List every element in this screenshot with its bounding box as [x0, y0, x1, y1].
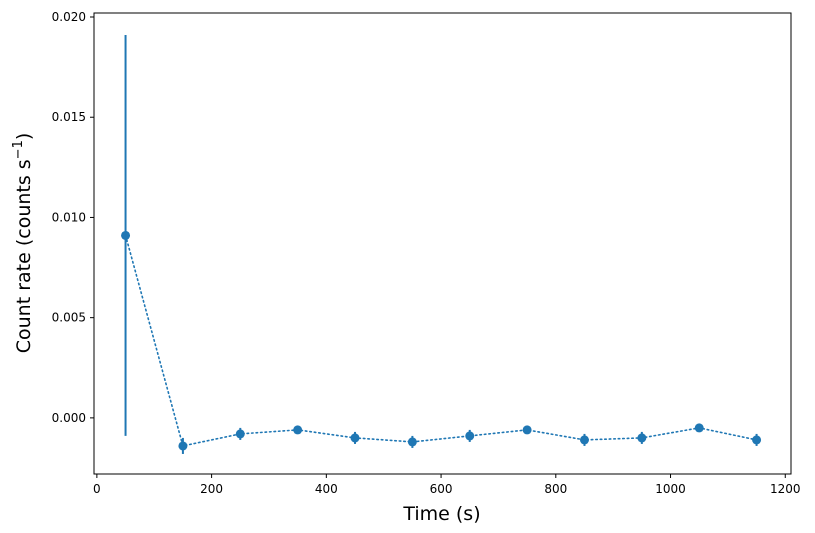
x-tick-label: 1200: [770, 482, 801, 496]
data-point: [407, 437, 417, 447]
data-point: [293, 425, 303, 435]
data-point: [752, 435, 762, 445]
x-axis-ticks: 0 200 400 600 800 1000 1200: [93, 474, 801, 496]
y-tick-label: 0.015: [52, 110, 86, 124]
y-axis-label: Count rate (counts s−1): [11, 133, 35, 354]
y-tick-label: 0.005: [52, 311, 86, 325]
y-tick-label: 0.020: [52, 10, 86, 24]
data-point: [579, 435, 589, 445]
x-tick-label: 800: [544, 482, 567, 496]
data-point: [178, 441, 188, 451]
y-tick-label: 0.000: [52, 411, 86, 425]
y-tick-label: 0.010: [52, 210, 86, 224]
y-axis-label-close: ): [13, 133, 35, 140]
data-point: [637, 433, 647, 443]
data-point: [694, 423, 704, 433]
x-tick-label: 600: [430, 482, 453, 496]
x-tick-label: 0: [93, 482, 101, 496]
y-axis-label-superscript: −1: [11, 140, 26, 159]
y-axis-ticks: 0.000 0.005 0.010 0.015 0.020: [52, 10, 94, 425]
data-point: [522, 425, 532, 435]
x-tick-label: 200: [200, 482, 223, 496]
data-point: [350, 433, 360, 443]
y-axis-label-main: Count rate (counts s: [13, 159, 35, 353]
data-point: [235, 429, 245, 439]
plot-frame: [93, 12, 792, 475]
series-line: [124, 234, 758, 447]
x-tick-label: 1000: [655, 482, 686, 496]
data-point: [121, 230, 131, 240]
data-point: [465, 431, 475, 441]
x-tick-label: 400: [315, 482, 338, 496]
plot-content: [121, 35, 762, 454]
x-axis-label: Time (s): [402, 503, 480, 525]
